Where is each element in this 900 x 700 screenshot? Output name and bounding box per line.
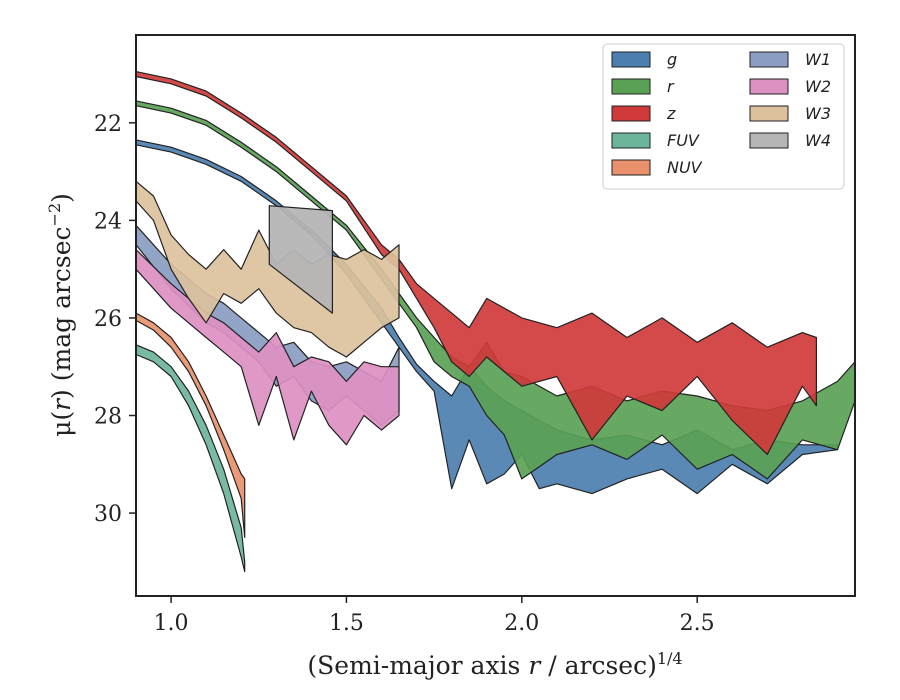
y-axis-title-mu: μ( bbox=[47, 411, 76, 437]
x-axis-title-var: r bbox=[528, 651, 542, 680]
x-axis-title-post: / arcsec) bbox=[540, 651, 657, 680]
series-area-nuv bbox=[135, 312, 246, 539]
legend-item-w4: W4 bbox=[749, 131, 831, 150]
legend-item-r: r bbox=[611, 77, 675, 96]
x-axis-title-sup: 1/4 bbox=[657, 649, 683, 668]
legend-item-g: g bbox=[611, 50, 677, 69]
y-tick-label: 24 bbox=[94, 209, 122, 234]
x-axis-title: (Semi-major axis r / arcsec)1/4 bbox=[307, 649, 682, 680]
legend-item-z: z bbox=[611, 104, 676, 123]
y-axis-title: μ(r) (mag arcsec−2) bbox=[45, 193, 76, 437]
legend-label: W4 bbox=[805, 131, 831, 150]
legend-swatch bbox=[611, 105, 651, 122]
plot-frame bbox=[135, 34, 856, 597]
legend-label: NUV bbox=[667, 158, 703, 177]
legend-swatch bbox=[749, 78, 789, 95]
legend-items: grz FUV NUV W1 W2 W3 W4 bbox=[611, 50, 831, 177]
legend-item-w3: W3 bbox=[749, 104, 831, 123]
y-axis-title-mid: ) (mag arcsec bbox=[47, 226, 76, 399]
series-area-w2 bbox=[135, 249, 400, 446]
legend-label: W3 bbox=[805, 104, 831, 123]
y-axis-title-var: r bbox=[47, 397, 76, 411]
legend-label: FUV bbox=[667, 131, 700, 150]
legend-label: r bbox=[667, 77, 675, 96]
legend-item-w1: W1 bbox=[749, 50, 831, 69]
x-axis-title-pre: (Semi-major axis bbox=[307, 651, 528, 680]
legend: grz FUV NUV W1 W2 W3 W4 bbox=[602, 43, 845, 190]
legend-swatch bbox=[611, 159, 651, 176]
x-tick-label: 1.0 bbox=[154, 611, 189, 636]
legend-swatch bbox=[611, 132, 651, 149]
legend-item-fuv: FUV bbox=[611, 131, 700, 150]
legend-swatch bbox=[749, 51, 789, 68]
y-tick-label: 26 bbox=[94, 307, 122, 332]
legend-label: W1 bbox=[805, 50, 831, 69]
y-axis-title-end: ) bbox=[47, 193, 76, 203]
y-tick-label: 30 bbox=[94, 502, 122, 527]
legend-swatch bbox=[749, 132, 789, 149]
legend-swatch bbox=[611, 51, 651, 68]
series-area-fuv bbox=[135, 344, 246, 573]
legend-label: g bbox=[667, 50, 677, 69]
legend-label: z bbox=[666, 104, 676, 123]
x-tick-label: 2.5 bbox=[680, 611, 715, 636]
legend-item-w2: W2 bbox=[749, 77, 831, 96]
legend-swatch bbox=[749, 105, 789, 122]
legend-label: W2 bbox=[805, 77, 831, 96]
legend-item-nuv: NUV bbox=[611, 158, 703, 177]
y-tick-label: 28 bbox=[94, 405, 122, 430]
series-area-w3 bbox=[135, 180, 400, 358]
series-area-w4 bbox=[268, 205, 333, 314]
x-tick-label: 1.5 bbox=[329, 611, 364, 636]
x-axis-ticks: 1.0 1.5 2.0 2.5 bbox=[154, 596, 715, 636]
legend-swatch bbox=[611, 78, 651, 95]
x-tick-label: 2.0 bbox=[504, 611, 539, 636]
y-axis-ticks: 22 24 26 28 30 bbox=[94, 112, 136, 527]
y-tick-label: 22 bbox=[94, 112, 122, 137]
y-axis-title-sup: −2 bbox=[45, 203, 64, 227]
series-areas bbox=[135, 70, 856, 573]
